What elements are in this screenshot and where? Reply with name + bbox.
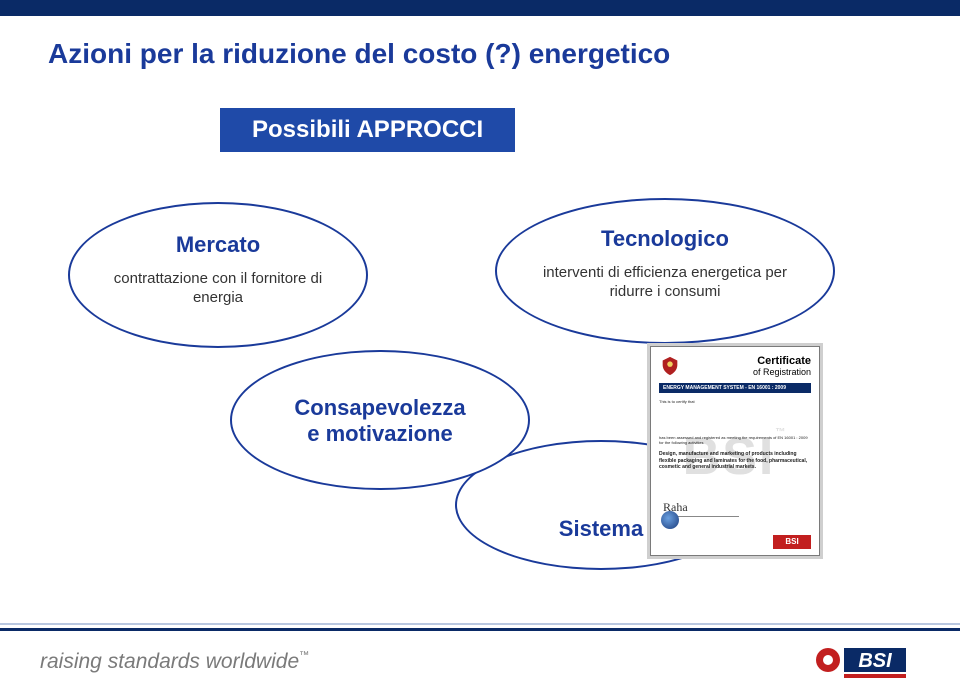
node-title-consapevolezza: Consapevolezzae motivazione [232, 395, 528, 447]
ellipse-tecnologico: Tecnologico interventi di efficienza ene… [495, 198, 835, 344]
footer-divider-dark [0, 628, 960, 631]
node-sub-mercato: contrattazione con il fornitore di energ… [70, 270, 366, 308]
cert-seal-icon [661, 511, 679, 529]
footer-divider-light [0, 623, 960, 625]
certificate-image: Certificate of Registration ENERGY MANAG… [650, 346, 820, 556]
cert-title-main: Certificate [753, 355, 811, 367]
cert-bar: ENERGY MANAGEMENT SYSTEM - EN 16001 : 20… [659, 383, 811, 393]
bsi-logo: BSI [814, 642, 910, 680]
ellipse-consapevolezza: Consapevolezzae motivazione [230, 350, 530, 490]
page-title: Azioni per la riduzione del costo (?) en… [48, 38, 670, 70]
node-title-mercato: Mercato [70, 232, 366, 258]
node-title-tecnologico: Tecnologico [497, 226, 833, 252]
svg-text:BSI: BSI [858, 650, 892, 672]
cert-body: This is to certify that has been assesse… [659, 399, 811, 471]
subtitle-box: Possibili APPROCCI [220, 108, 515, 152]
tagline: raising standards worldwide™ [40, 650, 309, 674]
ellipse-mercato: Mercato contrattazione con il fornitore … [68, 202, 368, 348]
top-accent-bar [0, 0, 960, 16]
node-sub-tecnologico: interventi di efficienza energetica per … [497, 264, 833, 302]
cert-crest-icon [659, 355, 681, 377]
cert-title-sub: of Registration [753, 367, 811, 377]
cert-footer-logo: BSI [773, 535, 811, 549]
